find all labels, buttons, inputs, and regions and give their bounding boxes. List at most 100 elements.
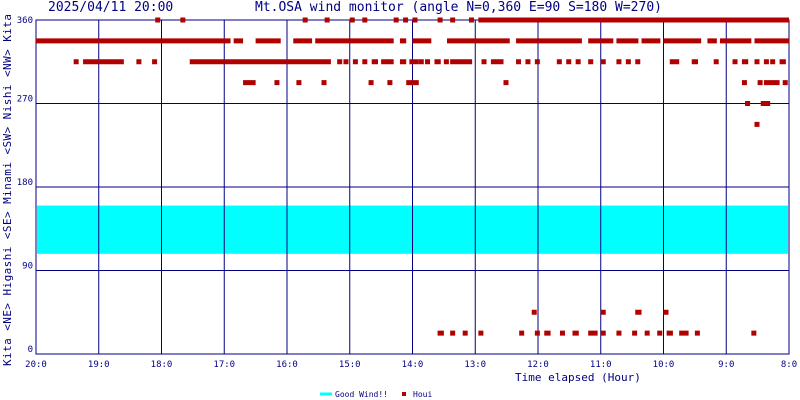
houi-point <box>616 59 622 65</box>
chart-title: Mt.OSA wind monitor (angle N=0,360 E=90 … <box>255 0 662 15</box>
houi-point <box>588 330 598 336</box>
houi-point <box>450 330 456 336</box>
houi-point <box>447 38 482 44</box>
houi-point <box>243 80 256 86</box>
houi-point <box>641 38 661 44</box>
houi-point <box>437 330 444 336</box>
x-axis-label: Time elapsed (Hour) <box>515 371 641 384</box>
houi-point <box>707 38 717 44</box>
houi-point <box>757 80 763 86</box>
x-tick-label: 18:0 <box>151 360 173 370</box>
houi-point <box>679 330 689 336</box>
houi-point <box>782 80 788 86</box>
houi-point <box>588 38 614 44</box>
houi-point <box>691 59 699 65</box>
houi-point <box>616 38 639 44</box>
houi-point <box>136 59 142 65</box>
houi-point <box>635 309 642 315</box>
houi-point <box>437 17 443 23</box>
houi-point <box>73 59 79 65</box>
x-tick-label: 11:0 <box>590 360 612 370</box>
houi-point <box>180 17 186 23</box>
houi-point <box>770 59 776 65</box>
houi-point <box>632 330 638 336</box>
houi-point <box>321 80 327 86</box>
houi-point <box>635 59 641 65</box>
houi-point <box>293 38 313 44</box>
houi-point <box>754 121 760 127</box>
houi-point <box>406 80 419 86</box>
houi-point <box>412 38 432 44</box>
houi-point <box>600 309 606 315</box>
houi-point <box>371 59 378 65</box>
houi-point <box>403 17 409 23</box>
houi-point <box>349 17 355 23</box>
houi-point <box>754 38 789 44</box>
houi-point <box>534 59 540 65</box>
houi-point <box>519 330 525 336</box>
legend: Good Wind!! Houi <box>320 390 432 399</box>
houi-point <box>478 17 789 23</box>
houi-point <box>324 17 330 23</box>
houi-point <box>481 38 510 44</box>
houi-point <box>387 80 393 86</box>
houi-point <box>352 59 358 65</box>
x-tick-label: 10:0 <box>653 360 675 370</box>
houi-point <box>443 59 449 65</box>
houi-point <box>732 59 738 65</box>
houi-point <box>559 330 565 336</box>
houi-point <box>362 59 368 65</box>
houi-point <box>450 59 473 65</box>
houi-point <box>152 59 158 65</box>
y-tick-label: 90 <box>22 262 33 272</box>
houi-point <box>296 80 302 86</box>
x-tick-label: 8:0 <box>781 360 797 370</box>
houi-point <box>657 330 663 336</box>
houi-point <box>368 80 374 86</box>
houi-point <box>462 330 468 336</box>
houi-point <box>575 59 581 65</box>
houi-point <box>588 59 594 65</box>
houi-point <box>343 59 349 65</box>
legend-good-wind-label: Good Wind!! <box>335 390 388 399</box>
houi-point <box>516 59 522 65</box>
houi-point <box>600 59 606 65</box>
houi-point <box>713 59 719 65</box>
houi-point <box>425 59 431 65</box>
houi-point <box>450 17 456 23</box>
houi-point <box>274 80 280 86</box>
x-tick-label: 20:0 <box>25 360 47 370</box>
houi-point <box>468 17 474 23</box>
chart-date: 2025/04/11 20:00 <box>48 0 174 15</box>
houi-point <box>556 59 562 65</box>
houi-point <box>36 38 231 44</box>
houi-point <box>779 59 786 65</box>
houi-point <box>155 17 161 23</box>
houi-point <box>233 38 244 44</box>
houi-point <box>572 330 579 336</box>
houi-point <box>751 330 757 336</box>
x-tick-label: 14:0 <box>402 360 424 370</box>
houi-point <box>399 38 407 44</box>
y-axis-label: Kita <NE> Higashi <SE> Minami <SW> Nishi… <box>1 14 14 366</box>
houi-point <box>516 38 582 44</box>
houi-point <box>337 59 343 65</box>
houi-point <box>189 59 331 65</box>
houi-point <box>625 59 631 65</box>
houi-point <box>525 59 531 65</box>
houi-point <box>616 330 622 336</box>
houi-point <box>666 330 673 336</box>
x-tick-label: 9:0 <box>718 360 734 370</box>
houi-point <box>393 17 399 23</box>
houi-point <box>478 330 484 336</box>
houi-point <box>566 59 572 65</box>
houi-point <box>669 59 680 65</box>
houi-points <box>36 17 789 336</box>
houi-point <box>481 59 487 65</box>
houi-point <box>745 101 751 106</box>
houi-point <box>760 101 771 106</box>
houi-point <box>763 80 780 86</box>
legend-houi-swatch <box>402 392 406 396</box>
